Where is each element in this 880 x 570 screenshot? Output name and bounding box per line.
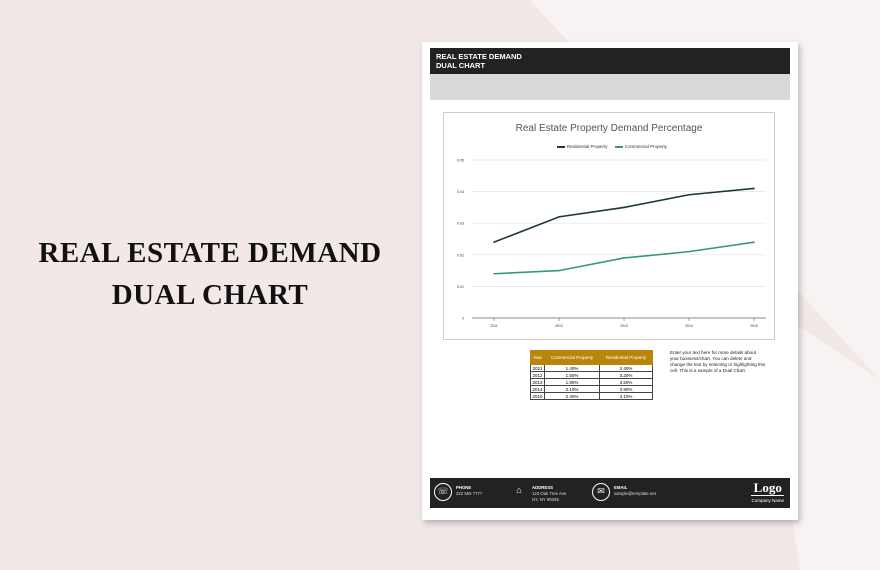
- table-cell: 1.50%: [544, 371, 601, 379]
- col-residential: Residential Property: [599, 350, 653, 365]
- y-tick-label: 0.03: [457, 222, 464, 226]
- y-tick-label: 0.04: [457, 190, 464, 194]
- document-preview: REAL ESTATE DEMAND DUAL CHART Real Estate…: [422, 42, 798, 520]
- data-point: [558, 269, 560, 272]
- note-text: Enter your text here for more details ab…: [670, 350, 766, 373]
- col-year: Year: [529, 350, 546, 365]
- table-cell: 2013: [529, 378, 546, 386]
- data-point: [493, 272, 495, 275]
- table-cell: 3.90%: [599, 385, 653, 393]
- data-point: [688, 250, 690, 253]
- y-tick-label: 0.05: [457, 159, 464, 163]
- table-cell: 2.40%: [544, 392, 601, 400]
- y-tick-label: 0.02: [457, 253, 464, 257]
- table-cell: 3.50%: [599, 378, 653, 386]
- data-point: [493, 241, 495, 243]
- legend-residential: Residential Property: [566, 144, 608, 149]
- document-header: REAL ESTATE DEMAND DUAL CHART: [430, 48, 790, 74]
- table-cell: 2.10%: [544, 385, 601, 393]
- table-row: 2014 2.10% 3.90%: [529, 385, 653, 393]
- logo: Logo Company Name: [751, 480, 784, 503]
- data-table: Year Commercial Property Residential Pro…: [529, 350, 653, 400]
- table-cell: 2012: [529, 371, 546, 379]
- legend-commercial: Commercial Property: [624, 144, 668, 149]
- table-row: 2012 1.50% 3.20%: [529, 371, 653, 379]
- legend-swatch-commercial: [614, 146, 623, 148]
- x-tick-label: 2015: [750, 324, 758, 328]
- data-point: [688, 193, 690, 196]
- email-icon: ✉: [592, 483, 610, 501]
- data-point: [623, 257, 625, 259]
- table-cell: 1.90%: [544, 378, 601, 386]
- phone-block: PHONE 222 555 7777: [456, 485, 483, 496]
- table-row: 2011 1.40% 2.40%: [529, 364, 653, 372]
- phone-icon: ☏: [434, 483, 452, 501]
- series-line-residential: [493, 187, 755, 243]
- table-row: 2015 2.40% 4.10%: [529, 392, 653, 400]
- plot-area: 0 0.01 0.02 0.03 0.04 0.05 2011 2012 2013 2014 201…: [457, 159, 766, 328]
- data-point: [558, 216, 560, 218]
- table-cell: 3.20%: [599, 371, 653, 379]
- x-tick-label: 2013: [620, 324, 628, 328]
- table-cell: 2011: [529, 364, 546, 372]
- email-block: EMAIL sample@template.net: [614, 485, 656, 496]
- line-chart: Real Estate Property Demand Percentage R…: [443, 112, 775, 340]
- chart-title: Real Estate Property Demand Percentage: [515, 123, 703, 134]
- chart-legend: Residential Property Commercial Property: [444, 144, 774, 149]
- table-cell: 1.40%: [544, 364, 601, 372]
- table-cell: 2015: [529, 392, 546, 400]
- table-cell: 2.40%: [599, 364, 653, 372]
- y-tick-label: 0: [462, 317, 464, 321]
- header-band: [430, 74, 790, 100]
- col-commercial: Commercial Property: [544, 350, 601, 365]
- page-title: REAL ESTATE DEMAND DUAL CHART: [38, 237, 382, 311]
- x-tick-label: 2012: [555, 324, 563, 328]
- address-block: ADDRESS 123 Oak Tree Ave NY, NY 99336: [532, 485, 567, 502]
- legend-swatch-residential: [556, 146, 565, 148]
- table-cell: 2014: [529, 385, 546, 393]
- footer: ☏ PHONE 222 555 7777 ⌂ ADDRESS 123 Oak Tre…: [430, 478, 790, 508]
- location-icon: ⌂: [516, 485, 522, 495]
- table-cell: 4.10%: [599, 392, 653, 400]
- data-point: [623, 206, 625, 209]
- data-point: [753, 241, 755, 243]
- x-tick-label: 2014: [685, 324, 693, 328]
- data-point: [753, 187, 755, 190]
- table-row: 2013 1.90% 3.50%: [529, 378, 653, 386]
- y-tick-label: 0.01: [457, 285, 464, 289]
- x-tick-label: 2011: [490, 324, 498, 328]
